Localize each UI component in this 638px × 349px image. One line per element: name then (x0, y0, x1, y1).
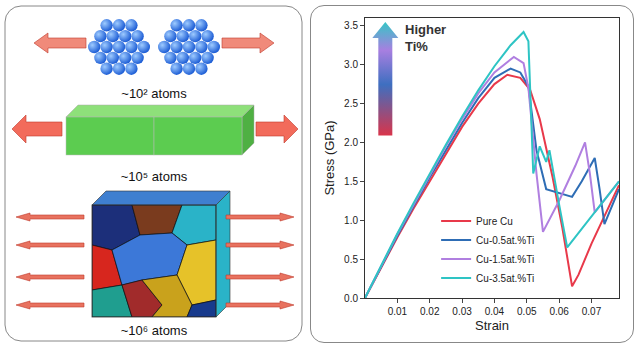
svg-text:~10⁵ atoms: ~10⁵ atoms (121, 169, 188, 184)
svg-text:3.5: 3.5 (344, 20, 358, 31)
svg-text:0.04: 0.04 (485, 306, 505, 317)
svg-text:~10⁶ atoms: ~10⁶ atoms (121, 323, 188, 338)
svg-text:Cu-1.5at.%Ti: Cu-1.5at.%Ti (476, 254, 534, 265)
svg-text:Cu-3.5at.%Ti: Cu-3.5at.%Ti (476, 273, 534, 284)
svg-text:2.0: 2.0 (344, 137, 358, 148)
svg-text:0.03: 0.03 (452, 306, 472, 317)
svg-text:0.0: 0.0 (344, 293, 358, 304)
svg-text:1.5: 1.5 (344, 176, 358, 187)
svg-text:0.02: 0.02 (420, 306, 440, 317)
svg-text:Pure Cu: Pure Cu (476, 216, 513, 227)
svg-text:Strain: Strain (475, 318, 509, 333)
svg-text:2.5: 2.5 (344, 98, 358, 109)
svg-text:0.06: 0.06 (549, 306, 569, 317)
svg-text:0.05: 0.05 (517, 306, 537, 317)
svg-text:0.01: 0.01 (388, 306, 408, 317)
svg-text:3.0: 3.0 (344, 59, 358, 70)
svg-text:0.07: 0.07 (582, 306, 602, 317)
svg-text:~10² atoms: ~10² atoms (121, 86, 187, 101)
svg-text:1.0: 1.0 (344, 215, 358, 226)
svg-text:Cu-0.5at.%Ti: Cu-0.5at.%Ti (476, 235, 534, 246)
svg-text:0.5: 0.5 (344, 254, 358, 265)
svg-text:Stress (GPa): Stress (GPa) (322, 120, 337, 195)
svg-text:HigherTi%: HigherTi% (405, 22, 446, 54)
